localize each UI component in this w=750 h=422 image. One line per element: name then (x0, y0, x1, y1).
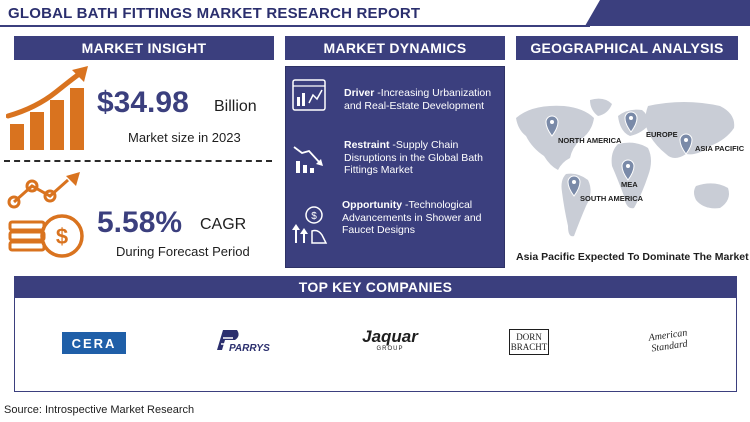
svg-text:$: $ (56, 224, 68, 249)
source-note: Source: Introspective Market Research (4, 404, 195, 416)
parrys-text: PARRYS (229, 343, 270, 354)
parrys-emblem-icon (217, 330, 239, 350)
geo-caption: Asia Pacific Expected To Dominate The Ma… (516, 251, 749, 263)
dornbracht-line2: BRACHT (510, 342, 548, 352)
pin-europe (624, 111, 638, 133)
top-banner: GLOBAL BATH FITTINGS MARKET RESEARCH REP… (0, 0, 750, 28)
report-title: GLOBAL BATH FITTINGS MARKET RESEARCH REP… (8, 5, 421, 22)
banner-shape (0, 0, 750, 27)
insight-divider (4, 160, 272, 162)
market-size-caption: Market size in 2023 (128, 130, 241, 145)
geographical-analysis-header: GEOGRAPHICAL ANALYSIS (516, 36, 738, 60)
opportunity-item: Opportunity -Technological Advancements … (342, 199, 502, 237)
label-south-america: SOUTH AMERICA (580, 194, 644, 203)
pin-south-america (567, 175, 581, 197)
restraint-label: Restraint (344, 139, 390, 151)
world-map (516, 98, 735, 237)
restraint-text: -Supply Chain Disruptions in the Global … (344, 139, 483, 176)
logo-parrys: PARRYS (213, 328, 275, 356)
label-asia-pacific: ASIA PACIFIC (695, 144, 745, 153)
declining-chart-icon (293, 146, 323, 173)
market-insight-header: MARKET INSIGHT (14, 36, 274, 60)
cagr-unit: CAGR (200, 216, 247, 233)
cagr-caption: During Forecast Period (116, 244, 250, 259)
growth-idea-icon: $ (292, 206, 328, 244)
dornbracht-line1: DORN (516, 332, 542, 342)
pin-mea (621, 159, 635, 181)
restraint-item: Restraint -Supply Chain Disruptions in t… (344, 139, 504, 177)
logo-cera: CERA (62, 332, 126, 354)
companies-box (14, 296, 737, 392)
driver-item: Driver -Increasing Urbanization and Real… (344, 87, 504, 112)
cera-text: CERA (71, 335, 117, 351)
opportunity-label: Opportunity (342, 199, 403, 211)
pin-asia-pacific (679, 133, 693, 155)
pin-north-america (545, 115, 559, 137)
logo-jaquar: Jaquar GROUP (358, 328, 422, 356)
label-europe: EUROPE (646, 130, 678, 139)
market-size-value: $34.98 (97, 86, 189, 119)
label-north-america: NORTH AMERICA (558, 136, 622, 145)
coin-dollar-icon: $ (7, 172, 84, 258)
market-size-unit: Billion (214, 98, 257, 115)
jaquar-group-text: GROUP (376, 346, 404, 352)
opportunity-text: -Technological Advancements in Shower an… (342, 199, 482, 236)
market-dynamics-header: MARKET DYNAMICS (285, 36, 505, 60)
label-mea: MEA (621, 180, 638, 189)
growth-bars-icon (6, 66, 88, 150)
market-dynamics-panel: Driver -Increasing Urbanization and Real… (285, 66, 505, 268)
logo-dornbracht: DORN BRACHT (509, 329, 549, 355)
driver-label: Driver (344, 87, 375, 99)
top-key-companies-header: TOP KEY COMPANIES (14, 276, 737, 298)
jaquar-text: Jaquar (362, 327, 418, 346)
driver-text: -Increasing Urbanization and Real-Estate… (344, 87, 492, 112)
cagr-value: 5.58% (97, 206, 183, 239)
svg-text:$: $ (311, 211, 317, 222)
analytics-dashboard-icon (292, 79, 326, 111)
